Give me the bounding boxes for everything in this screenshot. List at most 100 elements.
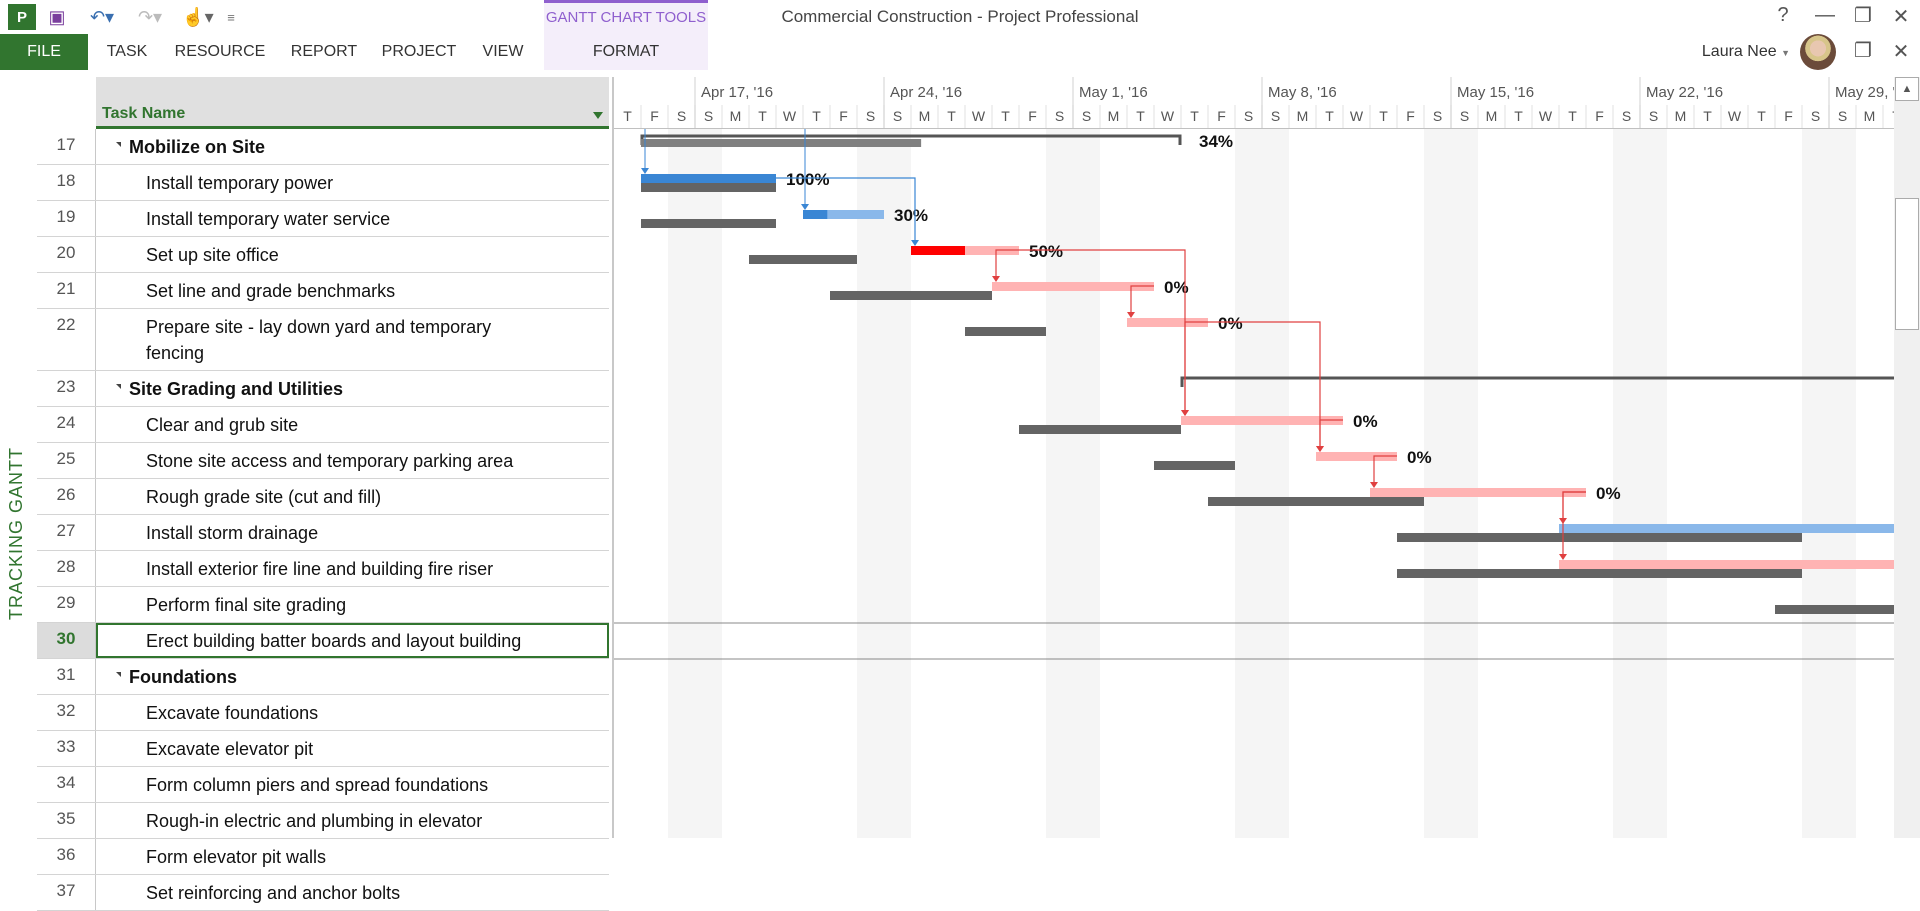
redo-icon[interactable]: ↷▾	[137, 6, 163, 27]
task-name-cell[interactable]: Clear and grub site	[96, 407, 609, 442]
minimize-button[interactable]: —	[1815, 4, 1835, 26]
row-number[interactable]: 23	[37, 371, 96, 406]
row-number[interactable]: 25	[37, 443, 96, 478]
summary-task-row[interactable]: 17 Mobilize on Site	[37, 129, 609, 165]
table-row[interactable]: 36 Form elevator pit walls	[37, 839, 609, 875]
column-header-task-name[interactable]: Task Name	[96, 77, 609, 129]
table-row[interactable]: 25 Stone site access and temporary parkin…	[37, 443, 609, 479]
task-name-cell[interactable]: Excavate foundations	[96, 695, 609, 730]
baseline-bar	[1397, 533, 1802, 542]
table-row[interactable]: 33 Excavate elevator pit	[37, 731, 609, 767]
tab-project[interactable]: PROJECT	[381, 43, 457, 60]
table-row[interactable]: 19 Install temporary water service	[37, 201, 609, 237]
avatar[interactable]	[1800, 34, 1836, 70]
row-number[interactable]: 33	[37, 731, 96, 766]
link-line	[1562, 491, 1586, 559]
task-name-cell[interactable]: Excavate elevator pit	[96, 731, 609, 766]
tab-file[interactable]: FILE	[0, 34, 88, 70]
restore-button[interactable]: ❐	[1854, 5, 1872, 27]
row-number[interactable]: 31	[37, 659, 96, 694]
help-button[interactable]: ?	[1777, 4, 1789, 26]
table-row[interactable]: 27 Install storm drainage	[37, 515, 609, 551]
task-name-cell[interactable]: Install storm drainage	[96, 515, 609, 550]
row-number[interactable]: 30	[37, 623, 96, 658]
table-row[interactable]: 29 Perform final site grading	[37, 587, 609, 623]
row-number[interactable]: 32	[37, 695, 96, 730]
vertical-scrollbar[interactable]: ▲	[1894, 77, 1920, 838]
row-number[interactable]: 27	[37, 515, 96, 550]
collapse-triangle-icon[interactable]	[116, 142, 121, 147]
task-name-cell[interactable]: Set up site office	[96, 237, 609, 272]
close-button[interactable]: ✕	[1892, 6, 1910, 28]
tab-task[interactable]: TASK	[106, 43, 148, 60]
row-number[interactable]: 35	[37, 803, 96, 838]
table-row[interactable]: 32 Excavate foundations	[37, 695, 609, 731]
table-row[interactable]: 35 Rough-in electric and plumbing in elev…	[37, 803, 609, 839]
task-name-cell[interactable]: Erect building batter boards and layout …	[96, 623, 609, 658]
task-name-cell[interactable]: Foundations	[96, 659, 609, 694]
table-row[interactable]: 18 Install temporary power	[37, 165, 609, 201]
undo-icon[interactable]: ↶▾	[89, 6, 115, 27]
touch-mode-icon[interactable]: ☝▾	[182, 6, 214, 27]
row-number[interactable]: 37	[37, 875, 96, 910]
row-number[interactable]: 36	[37, 839, 96, 874]
collapse-triangle-icon[interactable]	[116, 672, 121, 677]
summary-task-row[interactable]: 23 Site Grading and Utilities	[37, 371, 609, 407]
collapse-triangle-icon[interactable]	[116, 384, 121, 389]
table-row[interactable]: 20 Set up site office	[37, 237, 609, 273]
task-name-cell[interactable]: Stone site access and temporary parking …	[96, 443, 609, 478]
row-number[interactable]: 21	[37, 273, 96, 308]
task-name-cell[interactable]: Form elevator pit walls	[96, 839, 609, 874]
table-row[interactable]: 30 Erect building batter boards and layou…	[37, 623, 609, 659]
row-number[interactable]: 17	[37, 129, 96, 164]
tab-resource[interactable]: RESOURCE	[174, 43, 266, 60]
row-number[interactable]: 29	[37, 587, 96, 622]
task-name-cell[interactable]: Rough grade site (cut and fill)	[96, 479, 609, 514]
scroll-thumb[interactable]	[1895, 198, 1919, 330]
table-row[interactable]: 28 Install exterior fire line and buildin…	[37, 551, 609, 587]
table-row[interactable]: 34 Form column piers and spread foundatio…	[37, 767, 609, 803]
user-name: Laura Nee	[1701, 43, 1777, 60]
row-number[interactable]: 24	[37, 407, 96, 442]
task-name-cell[interactable]: Install temporary water service	[96, 201, 609, 236]
summary-task-row[interactable]: 31 Foundations	[37, 659, 609, 695]
task-name-cell[interactable]: Set line and grade benchmarks	[96, 273, 609, 308]
table-row[interactable]: 21 Set line and grade benchmarks	[37, 273, 609, 309]
percent-complete-label: 0%	[1353, 412, 1378, 431]
task-name-cell[interactable]: Site Grading and Utilities	[96, 371, 609, 406]
row-number[interactable]: 19	[37, 201, 96, 236]
baseline-bar	[641, 183, 776, 192]
ribbon-restore-button[interactable]: ❐	[1854, 40, 1872, 62]
table-row[interactable]: 22 Prepare site - lay down yard and tempo…	[37, 309, 609, 371]
task-name-cell[interactable]: Form column piers and spread foundations	[96, 767, 609, 802]
table-row[interactable]: 37 Set reinforcing and anchor bolts	[37, 875, 609, 911]
row-number[interactable]: 22	[37, 309, 96, 370]
tab-report[interactable]: REPORT	[290, 43, 358, 60]
task-name-cell[interactable]: Mobilize on Site	[96, 129, 609, 164]
user-account-menu[interactable]: Laura Nee ▼	[1690, 34, 1790, 70]
day-label: M	[1864, 108, 1876, 124]
ribbon-close-button[interactable]: ✕	[1892, 41, 1910, 63]
row-number[interactable]: 34	[37, 767, 96, 802]
table-row[interactable]: 24 Clear and grub site	[37, 407, 609, 443]
task-name-cell[interactable]: Set reinforcing and anchor bolts	[96, 875, 609, 910]
customize-toolbar-icon[interactable]: ≡	[227, 9, 235, 25]
tab-view[interactable]: VIEW	[482, 43, 524, 60]
scroll-up-button[interactable]: ▲	[1895, 77, 1919, 101]
row-number[interactable]: 18	[37, 165, 96, 200]
task-name: Set up site office	[146, 245, 279, 265]
row-number[interactable]: 20	[37, 237, 96, 272]
task-name-cell[interactable]: Install exterior fire line and building …	[96, 551, 609, 586]
task-name-cell[interactable]: Rough-in electric and plumbing in elevat…	[96, 803, 609, 838]
task-name-cell[interactable]: Install temporary power	[96, 165, 609, 200]
filter-dropdown-icon[interactable]	[593, 112, 603, 119]
row-number[interactable]: 26	[37, 479, 96, 514]
task-name-cell[interactable]: Perform final site grading	[96, 587, 609, 622]
save-icon[interactable]: ▣	[48, 6, 66, 27]
table-row[interactable]: 26 Rough grade site (cut and fill)	[37, 479, 609, 515]
task-name-cell[interactable]: Prepare site - lay down yard and tempora…	[96, 309, 609, 370]
row-number[interactable]: 28	[37, 551, 96, 586]
tab-format[interactable]: FORMAT	[592, 43, 660, 60]
task-name: Excavate elevator pit	[146, 739, 314, 759]
